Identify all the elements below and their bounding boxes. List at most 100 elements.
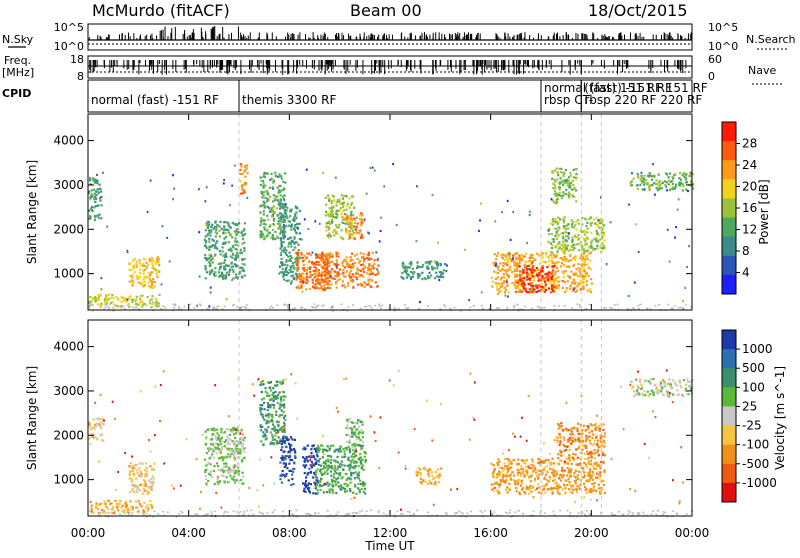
data-cell bbox=[669, 173, 671, 175]
data-cell bbox=[526, 474, 528, 476]
data-cell bbox=[362, 220, 364, 222]
data-cell bbox=[563, 264, 565, 266]
data-cell bbox=[530, 254, 532, 256]
data-cell bbox=[319, 470, 321, 472]
data-cell bbox=[527, 265, 529, 267]
freq-right-tick-bottom: 0 bbox=[708, 70, 715, 83]
data-cell bbox=[575, 243, 577, 245]
data-cell bbox=[274, 439, 276, 441]
freq-left-tick-bottom: 8 bbox=[77, 70, 84, 83]
data-cell bbox=[417, 467, 419, 469]
data-cell bbox=[552, 172, 554, 174]
data-cell bbox=[315, 267, 317, 269]
data-cell bbox=[286, 215, 288, 217]
data-cell bbox=[354, 422, 356, 424]
ground-scatter-cell bbox=[473, 305, 475, 307]
data-cell bbox=[241, 258, 243, 260]
data-cell bbox=[198, 188, 200, 190]
data-cell bbox=[277, 425, 279, 427]
data-cell bbox=[284, 194, 286, 196]
cpid-segment-label: normal (fast) -151 RF bbox=[91, 93, 219, 107]
data-cell bbox=[232, 440, 234, 442]
data-cell bbox=[260, 222, 262, 224]
data-cell bbox=[244, 274, 246, 276]
data-cell bbox=[545, 283, 547, 285]
data-cell bbox=[265, 415, 267, 417]
data-cell bbox=[216, 240, 218, 242]
data-cell bbox=[225, 277, 227, 279]
data-cell bbox=[323, 449, 325, 451]
data-cell bbox=[523, 255, 525, 257]
data-cell bbox=[274, 428, 276, 430]
data-cell bbox=[264, 228, 266, 230]
data-cell bbox=[96, 418, 98, 420]
data-cell bbox=[262, 182, 264, 184]
data-cell bbox=[674, 237, 676, 239]
data-cell bbox=[429, 480, 431, 482]
data-cell bbox=[262, 431, 264, 433]
data-cell bbox=[498, 471, 500, 473]
data-cell bbox=[597, 240, 599, 242]
data-cell bbox=[345, 473, 347, 475]
data-cell bbox=[651, 175, 653, 177]
data-cell bbox=[315, 280, 317, 282]
data-cell bbox=[90, 501, 92, 503]
data-cell bbox=[317, 492, 319, 494]
data-cell bbox=[320, 444, 322, 446]
data-cell bbox=[405, 271, 407, 273]
data-cell bbox=[282, 380, 284, 382]
data-cell bbox=[130, 298, 132, 300]
data-cell bbox=[675, 186, 677, 188]
data-cell bbox=[239, 271, 241, 273]
data-cell bbox=[583, 483, 585, 485]
data-cell bbox=[339, 463, 341, 465]
data-cell bbox=[152, 475, 154, 477]
data-cell bbox=[355, 455, 357, 457]
data-cell bbox=[354, 484, 356, 486]
data-cell bbox=[497, 266, 499, 268]
data-cell bbox=[281, 271, 283, 273]
data-cell bbox=[417, 471, 419, 473]
data-cell bbox=[506, 281, 508, 283]
data-cell bbox=[298, 287, 300, 289]
data-cell bbox=[602, 247, 604, 249]
freq-left-tick-top: 18 bbox=[70, 53, 84, 66]
data-cell bbox=[361, 256, 363, 258]
data-cell bbox=[583, 253, 585, 255]
data-cell bbox=[235, 230, 237, 232]
data-cell bbox=[567, 280, 569, 282]
data-cell bbox=[435, 471, 437, 473]
data-cell bbox=[359, 218, 361, 220]
data-cell bbox=[440, 467, 442, 469]
ground-scatter-cell bbox=[206, 308, 208, 310]
data-cell bbox=[575, 173, 577, 175]
data-cell bbox=[585, 463, 587, 465]
data-cell bbox=[263, 436, 265, 438]
data-cell bbox=[105, 506, 107, 508]
data-cell bbox=[641, 172, 643, 174]
data-cell bbox=[335, 224, 337, 226]
data-cell bbox=[553, 254, 555, 256]
data-cell bbox=[551, 259, 553, 261]
data-cell bbox=[285, 269, 287, 271]
data-cell bbox=[111, 509, 113, 511]
data-cell bbox=[205, 483, 207, 485]
data-cell bbox=[349, 464, 351, 466]
data-cell bbox=[220, 429, 222, 431]
data-cell bbox=[283, 241, 285, 243]
data-cell bbox=[215, 438, 217, 440]
data-cell bbox=[283, 227, 285, 229]
data-cell bbox=[563, 182, 565, 184]
data-cell bbox=[584, 264, 586, 266]
data-cell bbox=[318, 269, 320, 271]
data-cell bbox=[353, 207, 355, 209]
data-cell bbox=[686, 266, 688, 268]
data-cell bbox=[556, 267, 558, 269]
data-cell bbox=[222, 250, 224, 252]
data-cell bbox=[267, 206, 269, 208]
data-cell bbox=[271, 173, 273, 175]
data-cell bbox=[144, 284, 146, 286]
noise-left-tick-top: 10^5 bbox=[54, 21, 84, 34]
data-cell bbox=[324, 461, 326, 463]
data-cell bbox=[284, 182, 286, 184]
